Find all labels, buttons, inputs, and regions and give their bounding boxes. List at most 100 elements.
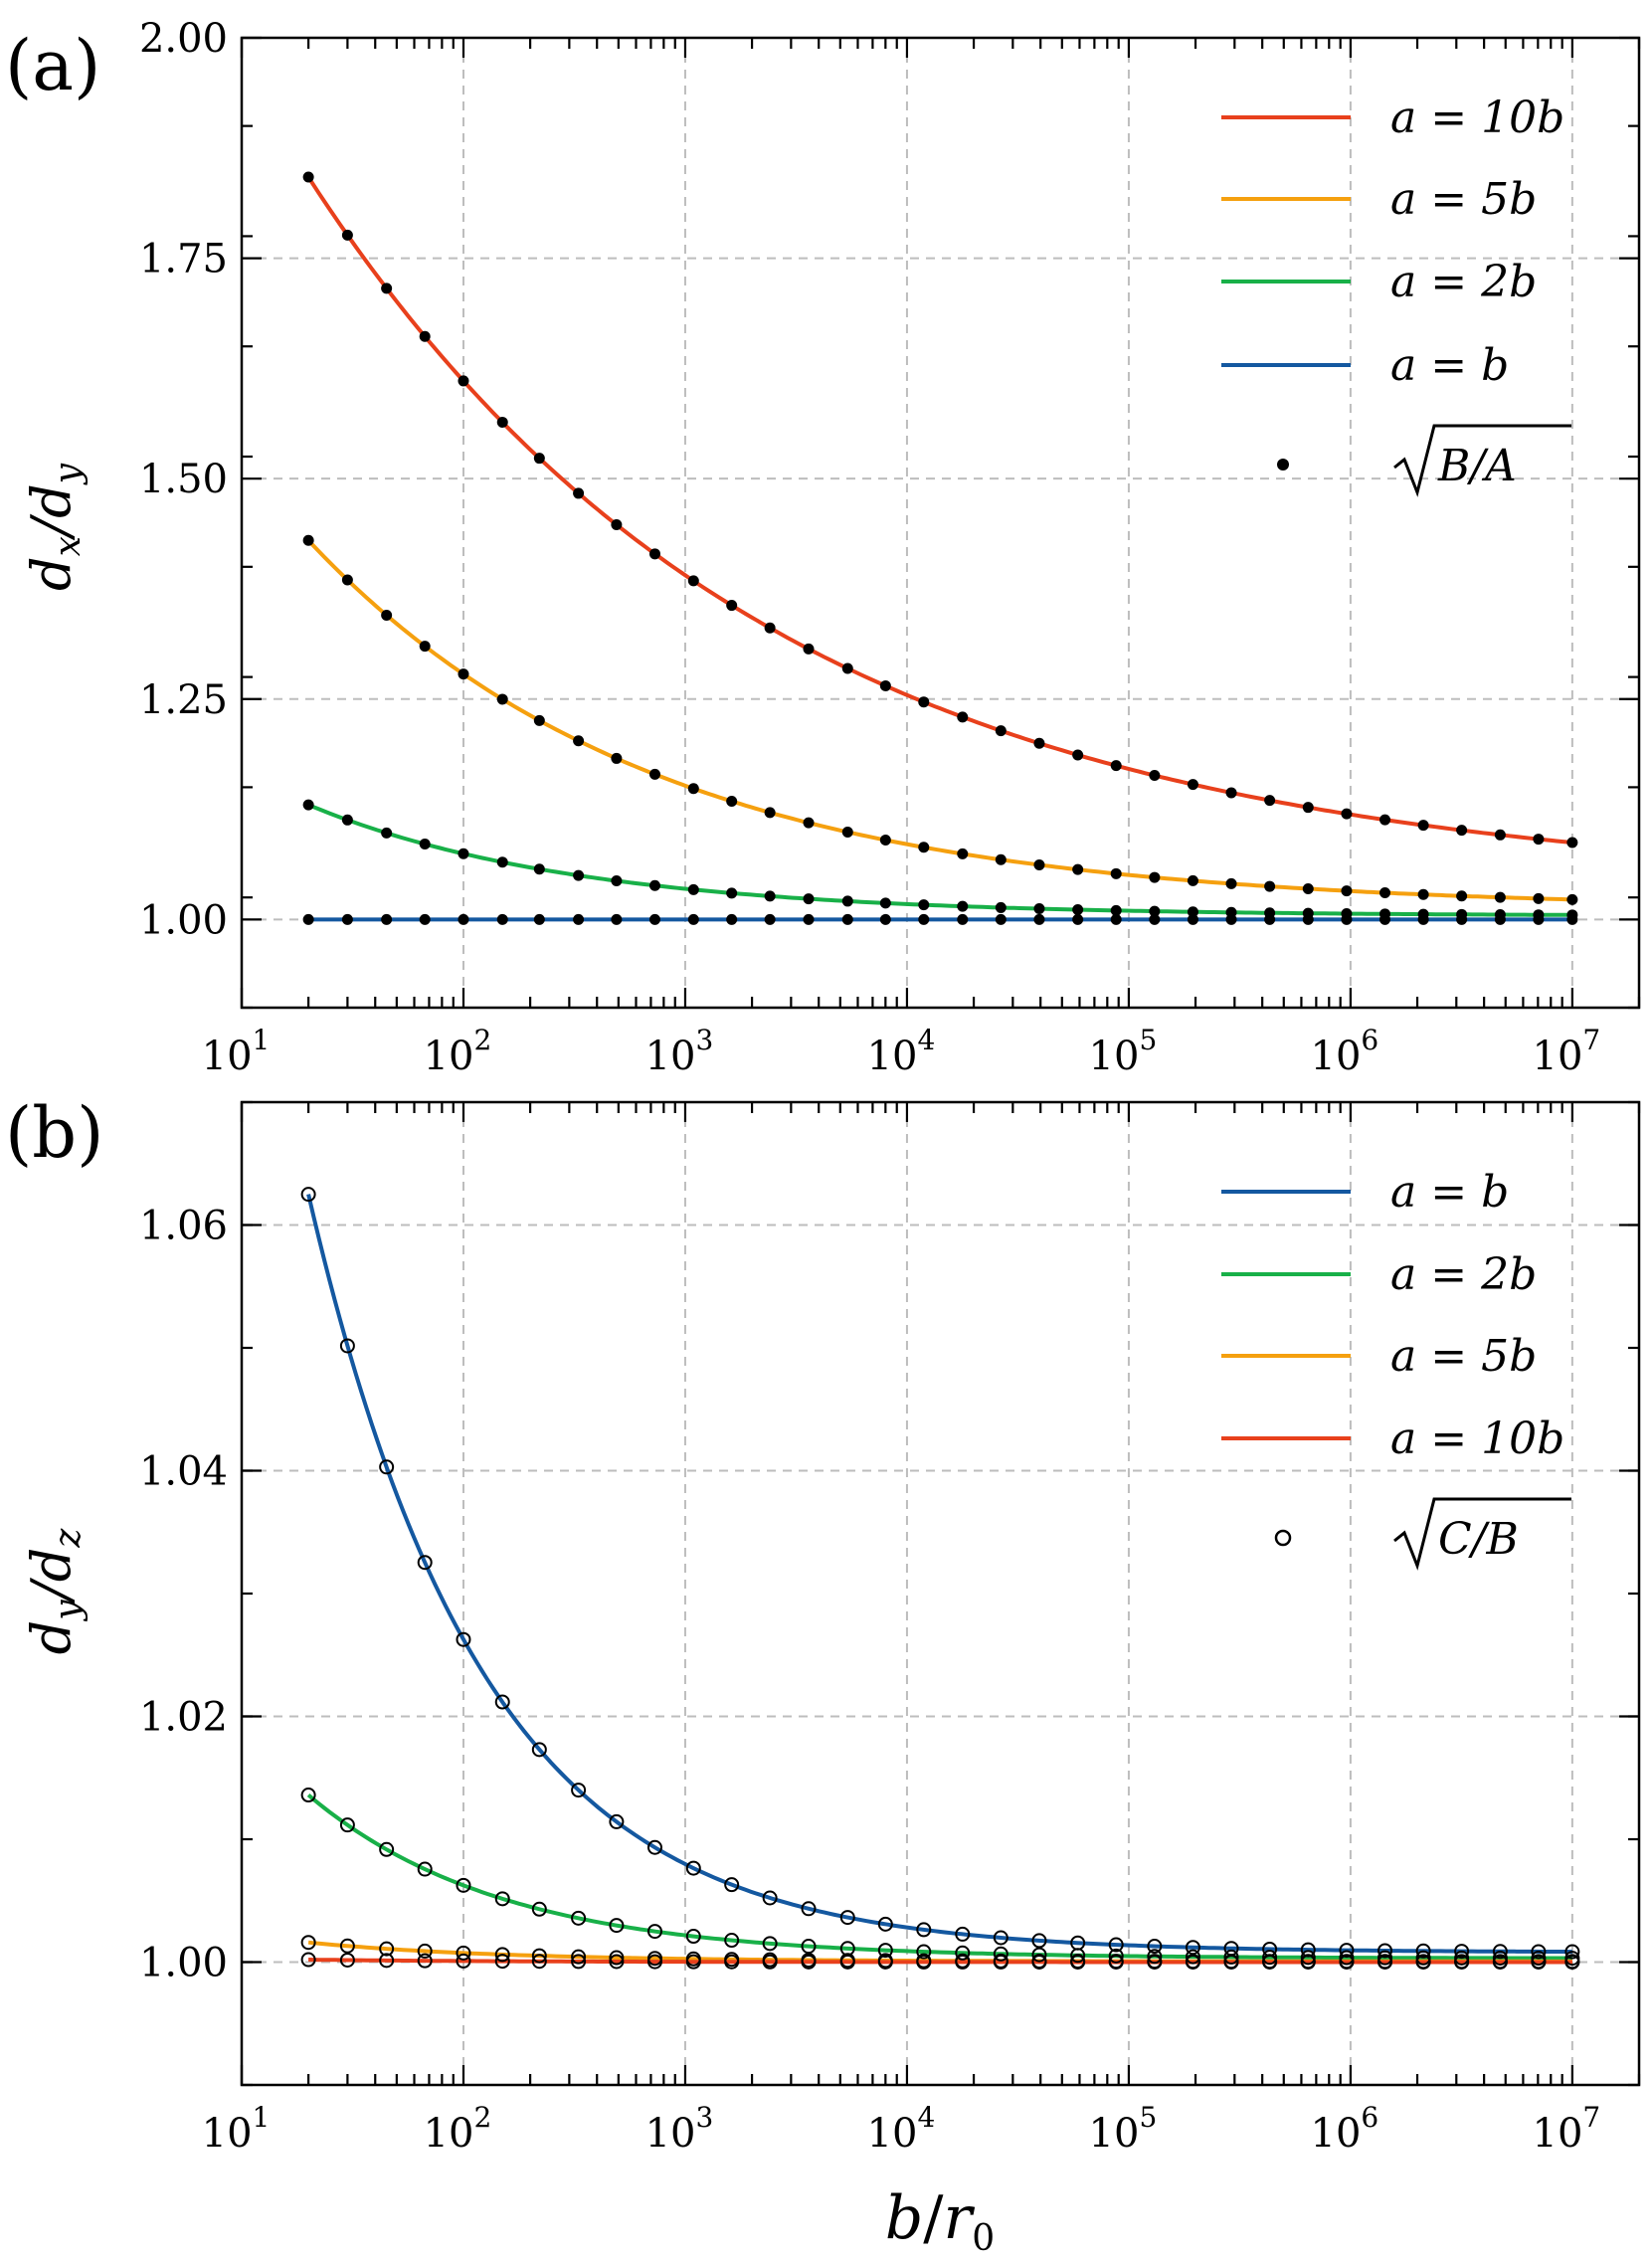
data-marker	[571, 1910, 587, 1926]
legend-label-a-10b: a = 10b	[1390, 93, 1564, 143]
data-marker	[993, 1954, 1009, 1970]
data-marker	[494, 1947, 510, 1963]
data-marker	[381, 827, 393, 839]
data-marker	[1456, 825, 1468, 837]
data-marker	[957, 848, 969, 859]
data-marker	[648, 548, 660, 560]
y-tick-label: 1.00	[139, 897, 228, 943]
data-marker	[726, 913, 738, 925]
panel-b-y-tick-labels: 1.00 1.02 1.04 1.06	[139, 1204, 228, 1986]
panel-a-markers	[302, 171, 1578, 925]
data-marker	[1264, 913, 1276, 925]
data-marker	[419, 839, 431, 850]
data-marker	[573, 487, 585, 499]
data-marker	[1149, 905, 1161, 917]
panel-b-y-axis-label: dy/dz	[20, 1528, 89, 1655]
data-marker	[1300, 1950, 1316, 1966]
data-marker	[1187, 779, 1198, 791]
data-marker	[300, 1935, 316, 1951]
data-marker	[1262, 1950, 1278, 1966]
data-marker	[1415, 1943, 1431, 1959]
data-marker	[458, 913, 469, 925]
data-marker	[841, 826, 853, 838]
data-marker	[1377, 1954, 1393, 1970]
legend-label-a-2b: a = 2b	[1390, 257, 1537, 307]
data-marker	[381, 283, 393, 294]
data-marker	[1454, 1954, 1470, 1970]
data-marker	[417, 1943, 433, 1959]
data-marker	[762, 1954, 778, 1970]
data-marker	[1072, 749, 1084, 761]
data-marker	[955, 1954, 971, 1970]
panel-a-series	[306, 175, 1573, 922]
data-marker	[1533, 834, 1545, 846]
x-tick-label: 107	[1533, 2101, 1601, 2157]
data-marker	[724, 1933, 740, 1949]
data-marker	[494, 1954, 510, 1970]
data-marker	[841, 895, 853, 907]
x-tick-label: 107	[1533, 1024, 1601, 1079]
x-tick-label: 101	[202, 1024, 271, 1079]
x-tick-label: 106	[1311, 1024, 1379, 1079]
legend-label-sqrt-b-over-a: B/A	[1393, 424, 1571, 497]
data-marker	[341, 229, 353, 241]
legend-label-a-5b: a = 5b	[1390, 174, 1537, 225]
data-marker	[879, 913, 891, 925]
data-marker	[1110, 760, 1122, 772]
data-marker	[1417, 888, 1429, 900]
data-marker	[648, 913, 660, 925]
data-marker	[458, 848, 469, 859]
data-marker	[877, 1954, 893, 1970]
data-marker	[1072, 863, 1084, 875]
data-marker	[879, 679, 891, 691]
legend-label-b-over-a: B/A	[1437, 441, 1517, 491]
y-tick-label: 2.00	[139, 16, 228, 62]
data-marker	[1264, 880, 1276, 892]
data-marker	[1033, 858, 1045, 870]
data-marker	[609, 1813, 625, 1829]
legend-label-b-2b: a = 2b	[1390, 1249, 1537, 1300]
data-marker	[456, 1877, 471, 1893]
data-marker	[1185, 1954, 1200, 1970]
legend-marker-open	[1274, 1529, 1292, 1547]
data-marker	[1185, 1949, 1200, 1965]
data-marker	[1072, 913, 1084, 925]
data-marker	[300, 1952, 316, 1968]
data-marker	[1147, 1949, 1163, 1965]
data-marker	[456, 1631, 471, 1647]
data-marker	[339, 1938, 355, 1954]
data-marker	[764, 622, 776, 634]
data-marker	[573, 735, 585, 747]
data-marker	[957, 913, 969, 925]
data-marker	[646, 1924, 662, 1940]
data-marker	[1187, 906, 1198, 918]
data-marker	[687, 913, 699, 925]
data-marker	[611, 913, 623, 925]
x-axis-label: b/r0	[885, 2183, 995, 2259]
data-marker	[1564, 1944, 1580, 1960]
data-marker	[1033, 903, 1045, 915]
data-marker	[456, 1953, 471, 1969]
series-line-2b	[307, 803, 1572, 917]
data-marker	[1456, 890, 1468, 902]
data-marker	[302, 913, 314, 925]
data-marker	[496, 417, 508, 429]
data-marker	[1339, 1950, 1355, 1966]
data-marker	[687, 883, 699, 895]
data-marker	[341, 814, 353, 826]
panel-a: (a) 1.00 1.25 1.50 1.75 2.00 101 102 103 104 105…	[5, 16, 1641, 1079]
data-marker	[381, 609, 393, 621]
legend-label-b-b: a = b	[1390, 1167, 1509, 1218]
data-marker	[1456, 913, 1468, 925]
x-tick-label: 104	[867, 2101, 936, 2157]
data-marker	[1566, 837, 1578, 849]
x-tick-label: 102	[424, 1024, 492, 1079]
data-marker	[1070, 1948, 1086, 1964]
data-marker	[762, 1936, 778, 1952]
data-marker	[1033, 737, 1045, 749]
x-tick-label: 105	[1089, 2101, 1158, 2157]
data-marker	[1108, 1937, 1124, 1953]
data-marker	[1031, 1947, 1047, 1963]
data-marker	[302, 534, 314, 546]
data-marker	[458, 375, 469, 387]
